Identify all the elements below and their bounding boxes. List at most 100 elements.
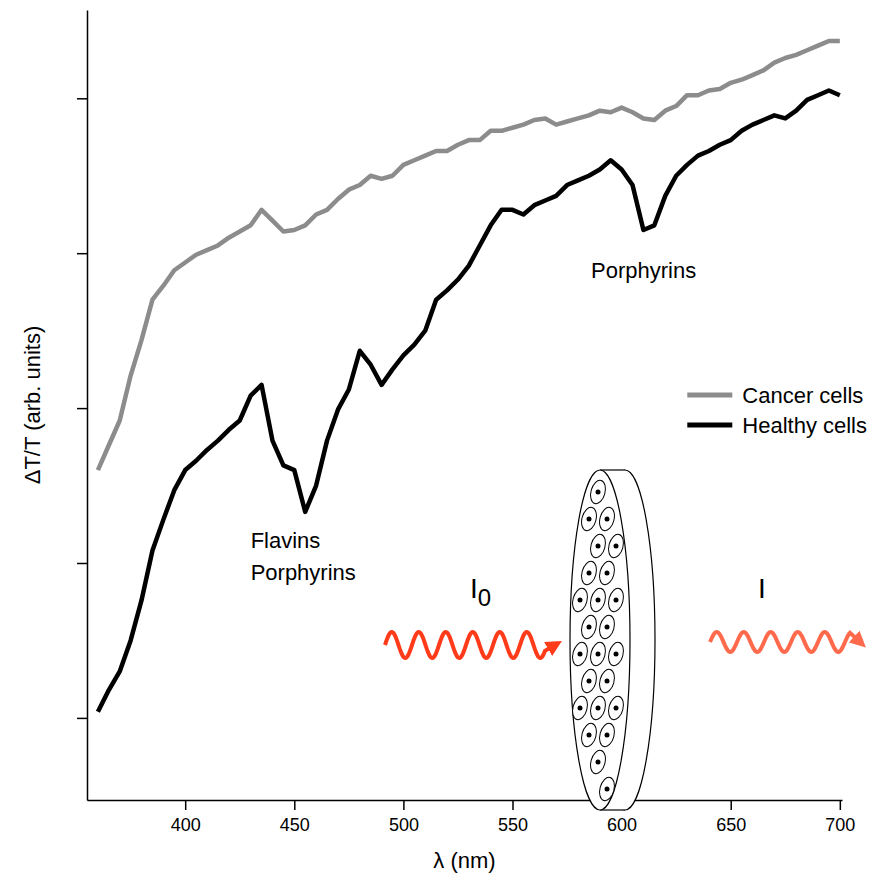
inset-label: I <box>758 573 766 604</box>
x-tick-label: 400 <box>171 815 201 835</box>
cell-nucleus <box>587 733 592 738</box>
cell-nucleus <box>596 490 601 495</box>
cell-nucleus <box>578 706 583 711</box>
x-tick-label: 600 <box>607 815 637 835</box>
annotation: Flavins <box>251 528 321 553</box>
series-line <box>98 91 840 712</box>
cell-nucleus <box>596 652 601 657</box>
legend-item: Healthy cells <box>687 413 867 438</box>
x-tick: 700 <box>825 800 855 835</box>
cell <box>597 506 617 533</box>
dish-front <box>570 470 630 810</box>
y-axis <box>77 11 88 801</box>
cell <box>606 695 626 722</box>
x-tick-mark <box>403 800 405 810</box>
cell <box>588 695 608 722</box>
cell <box>588 749 608 776</box>
x-axis: 400 450 500 550 600 650 700 <box>88 800 856 835</box>
legend-label: Healthy cells <box>742 413 867 438</box>
x-tick-label: 550 <box>498 815 528 835</box>
cell-nucleus <box>587 517 592 522</box>
x-tick-label: 500 <box>389 815 419 835</box>
cells <box>570 479 626 803</box>
y-tick-mark <box>77 253 87 255</box>
cell <box>570 641 590 668</box>
cell <box>579 560 599 587</box>
x-tick: 450 <box>280 800 310 835</box>
transmitted-wave <box>710 632 860 652</box>
cell-nucleus <box>578 598 583 603</box>
y-tick-mark <box>77 718 87 720</box>
cell <box>606 641 626 668</box>
cell <box>588 479 608 506</box>
x-tick: 400 <box>171 800 201 835</box>
legend-swatch <box>687 423 732 428</box>
cell <box>588 587 608 614</box>
cell-nucleus <box>614 706 619 711</box>
x-tick-label: 450 <box>280 815 310 835</box>
inset-label-sub: 0 <box>478 584 491 611</box>
series-line <box>98 41 840 470</box>
cell <box>606 533 626 560</box>
cell-nucleus <box>587 625 592 630</box>
legend-item: Cancer cells <box>687 383 863 408</box>
dish-edge <box>600 469 625 470</box>
y-tick <box>77 408 87 409</box>
dish-edge <box>600 809 625 810</box>
cell-nucleus <box>605 571 610 576</box>
cell-nucleus <box>605 733 610 738</box>
legend-label: Cancer cells <box>742 383 863 408</box>
cell <box>597 722 617 749</box>
chart: 400 450 500 550 600 650 700 λ (nm) ΔT/T (arb. un… <box>0 0 875 890</box>
y-tick-mark <box>77 408 87 410</box>
y-axis-title: ΔT/T (arb. units) <box>20 326 45 485</box>
inset: I0I <box>385 470 860 810</box>
cell-nucleus <box>596 544 601 549</box>
y-tick <box>77 718 87 719</box>
y-tick-mark <box>77 563 87 565</box>
annotation: Porphyrins <box>251 560 356 585</box>
cell <box>606 587 626 614</box>
cell <box>579 614 599 641</box>
cell <box>570 695 590 722</box>
plot-lines <box>98 41 840 712</box>
cell <box>579 722 599 749</box>
cell <box>570 587 590 614</box>
cell-nucleus <box>605 517 610 522</box>
cell-nucleus <box>614 544 619 549</box>
x-tick: 650 <box>716 800 746 835</box>
cell-nucleus <box>596 706 601 711</box>
x-tick-mark <box>730 800 732 810</box>
cell-nucleus <box>578 652 583 657</box>
cell-nucleus <box>605 679 610 684</box>
cell <box>597 560 617 587</box>
cell <box>597 614 617 641</box>
y-tick-mark <box>77 98 87 100</box>
cell <box>588 641 608 668</box>
x-tick: 500 <box>389 800 419 835</box>
inset-label: I0 <box>470 573 491 611</box>
cell <box>597 668 617 695</box>
x-axis-title: λ (nm) <box>433 848 495 873</box>
cell-nucleus <box>605 625 610 630</box>
cell-nucleus <box>614 598 619 603</box>
y-axis-line <box>87 11 89 801</box>
x-axis-line <box>88 800 843 802</box>
y-tick <box>77 253 87 254</box>
x-tick-mark <box>185 800 187 810</box>
y-tick <box>77 563 87 564</box>
x-tick-mark <box>294 800 296 810</box>
legend: Cancer cells Healthy cells <box>687 383 867 438</box>
x-tick-label: 650 <box>716 815 746 835</box>
cell <box>579 668 599 695</box>
inset-label-main: I <box>470 573 478 604</box>
legend-swatch <box>687 393 732 398</box>
inset-label-main: I <box>758 573 766 604</box>
y-tick <box>77 98 87 99</box>
cell <box>597 776 617 803</box>
cell-nucleus <box>587 571 592 576</box>
cell <box>579 506 599 533</box>
incident-wave <box>385 632 555 658</box>
x-tick: 550 <box>498 800 528 835</box>
annotation: Porphyrins <box>591 258 696 283</box>
